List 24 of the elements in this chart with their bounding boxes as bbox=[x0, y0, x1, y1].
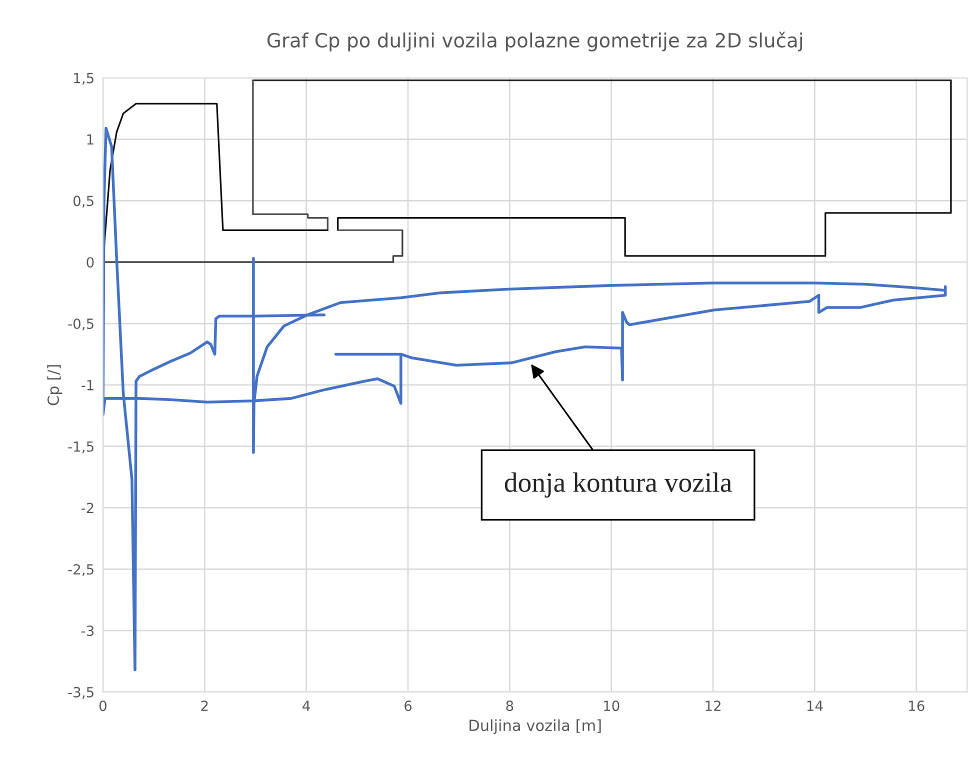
x-tick-label: 0 bbox=[99, 700, 106, 712]
y-tick-label: -1,5 bbox=[68, 441, 94, 454]
y-tick-label: 1 bbox=[87, 134, 94, 145]
y-tick-label: -2,5 bbox=[68, 564, 94, 576]
x-axis-title: Duljina vozila [m] bbox=[470, 719, 601, 734]
chart-title: Graf Cp po duljini vozila polazne gometrije za 2D slučaj bbox=[267, 32, 802, 52]
x-tick-label: 10 bbox=[604, 700, 620, 712]
y-tick-label: -0,5 bbox=[68, 318, 94, 330]
x-tick-label: 12 bbox=[706, 700, 720, 711]
y-tick-label: 1,5 bbox=[74, 73, 94, 85]
y-tick-label: -3 bbox=[81, 626, 94, 636]
x-tick-label: 4 bbox=[302, 700, 310, 711]
x-tick-label: 6 bbox=[404, 700, 412, 712]
y-tick-label: 0 bbox=[86, 257, 94, 268]
y-tick-label: -3,5 bbox=[68, 686, 94, 699]
y-axis-title: Cp [/] bbox=[47, 365, 62, 406]
y-tick-label: -1 bbox=[81, 380, 94, 390]
x-tick-label: 16 bbox=[909, 700, 924, 712]
x-tick-label: 8 bbox=[506, 700, 514, 712]
y-tick-label: 0,5 bbox=[73, 196, 94, 208]
x-tick-label: 14 bbox=[807, 700, 823, 711]
x-tick-label: 2 bbox=[201, 700, 208, 711]
annotation: donja kontura vozila bbox=[504, 472, 732, 498]
y-tick-label: -2 bbox=[81, 502, 94, 514]
